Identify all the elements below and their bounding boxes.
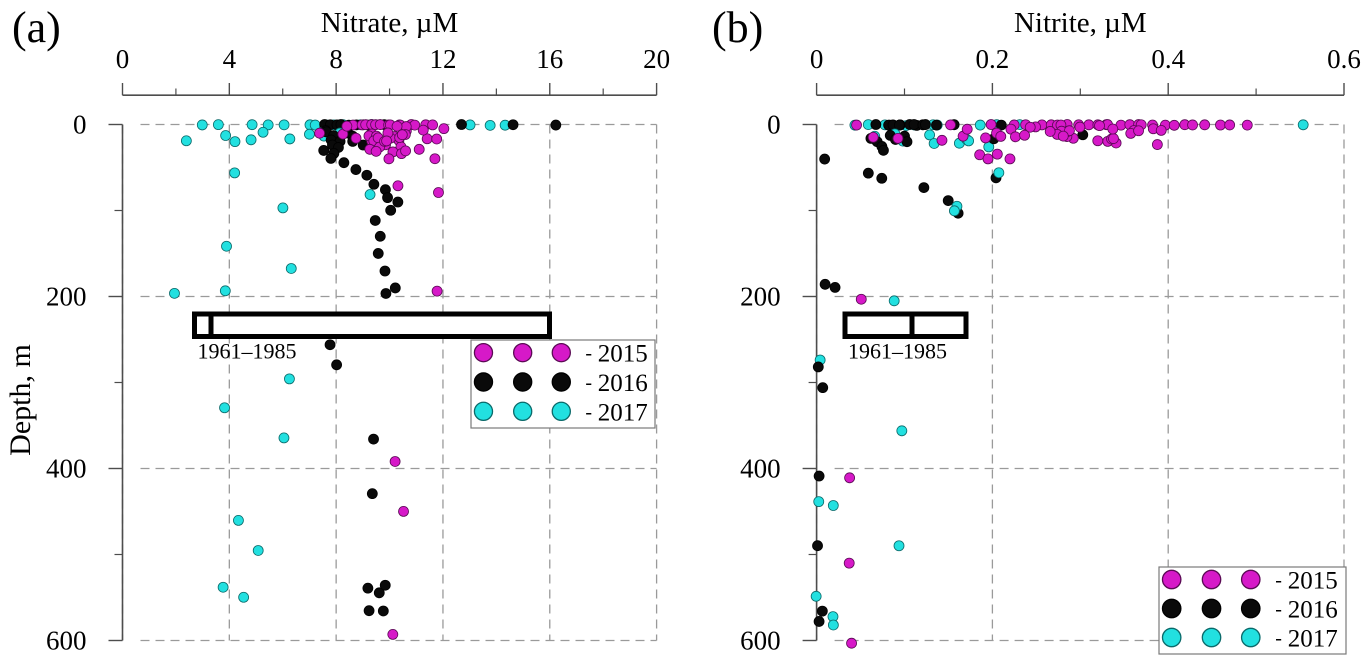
svg-text:0.2: 0.2 — [976, 44, 1010, 74]
svg-text:16: 16 — [536, 44, 563, 74]
svg-text:-: - — [585, 343, 592, 365]
svg-text:Depth, m: Depth, m — [4, 344, 37, 456]
svg-text:Nitrate, µM: Nitrate, µM — [321, 7, 459, 39]
svg-text:12: 12 — [429, 44, 456, 74]
svg-text:Nitrite, µM: Nitrite, µM — [1014, 7, 1147, 39]
svg-text:0: 0 — [116, 44, 130, 74]
svg-text:20: 20 — [643, 44, 670, 74]
svg-text:2017: 2017 — [598, 399, 648, 426]
svg-text:2015: 2015 — [598, 341, 648, 368]
svg-text:4: 4 — [223, 44, 237, 74]
svg-text:2017: 2017 — [1288, 626, 1338, 653]
svg-text:(a): (a) — [12, 3, 61, 52]
svg-text:0.6: 0.6 — [1327, 44, 1361, 74]
svg-text:0.4: 0.4 — [1151, 44, 1185, 74]
svg-text:2016: 2016 — [598, 370, 648, 397]
svg-text:-: - — [585, 401, 592, 423]
svg-text:0: 0 — [810, 44, 824, 74]
svg-text:400: 400 — [740, 454, 781, 484]
svg-text:-: - — [585, 372, 592, 394]
svg-text:200: 200 — [740, 282, 781, 312]
svg-text:0: 0 — [767, 110, 781, 140]
svg-text:8: 8 — [329, 44, 343, 74]
svg-text:-: - — [1275, 628, 1282, 650]
svg-text:(b): (b) — [712, 3, 763, 52]
svg-text:1961–1985: 1961–1985 — [198, 339, 297, 364]
svg-text:1961–1985: 1961–1985 — [848, 339, 947, 364]
svg-text:0: 0 — [73, 110, 87, 140]
svg-text:400: 400 — [46, 454, 87, 484]
svg-text:-: - — [1275, 599, 1282, 621]
svg-text:2016: 2016 — [1288, 597, 1338, 624]
svg-text:600: 600 — [46, 626, 87, 656]
svg-text:200: 200 — [46, 282, 87, 312]
svg-text:-: - — [1275, 570, 1282, 592]
svg-text:2015: 2015 — [1288, 568, 1338, 595]
svg-text:600: 600 — [740, 626, 781, 656]
